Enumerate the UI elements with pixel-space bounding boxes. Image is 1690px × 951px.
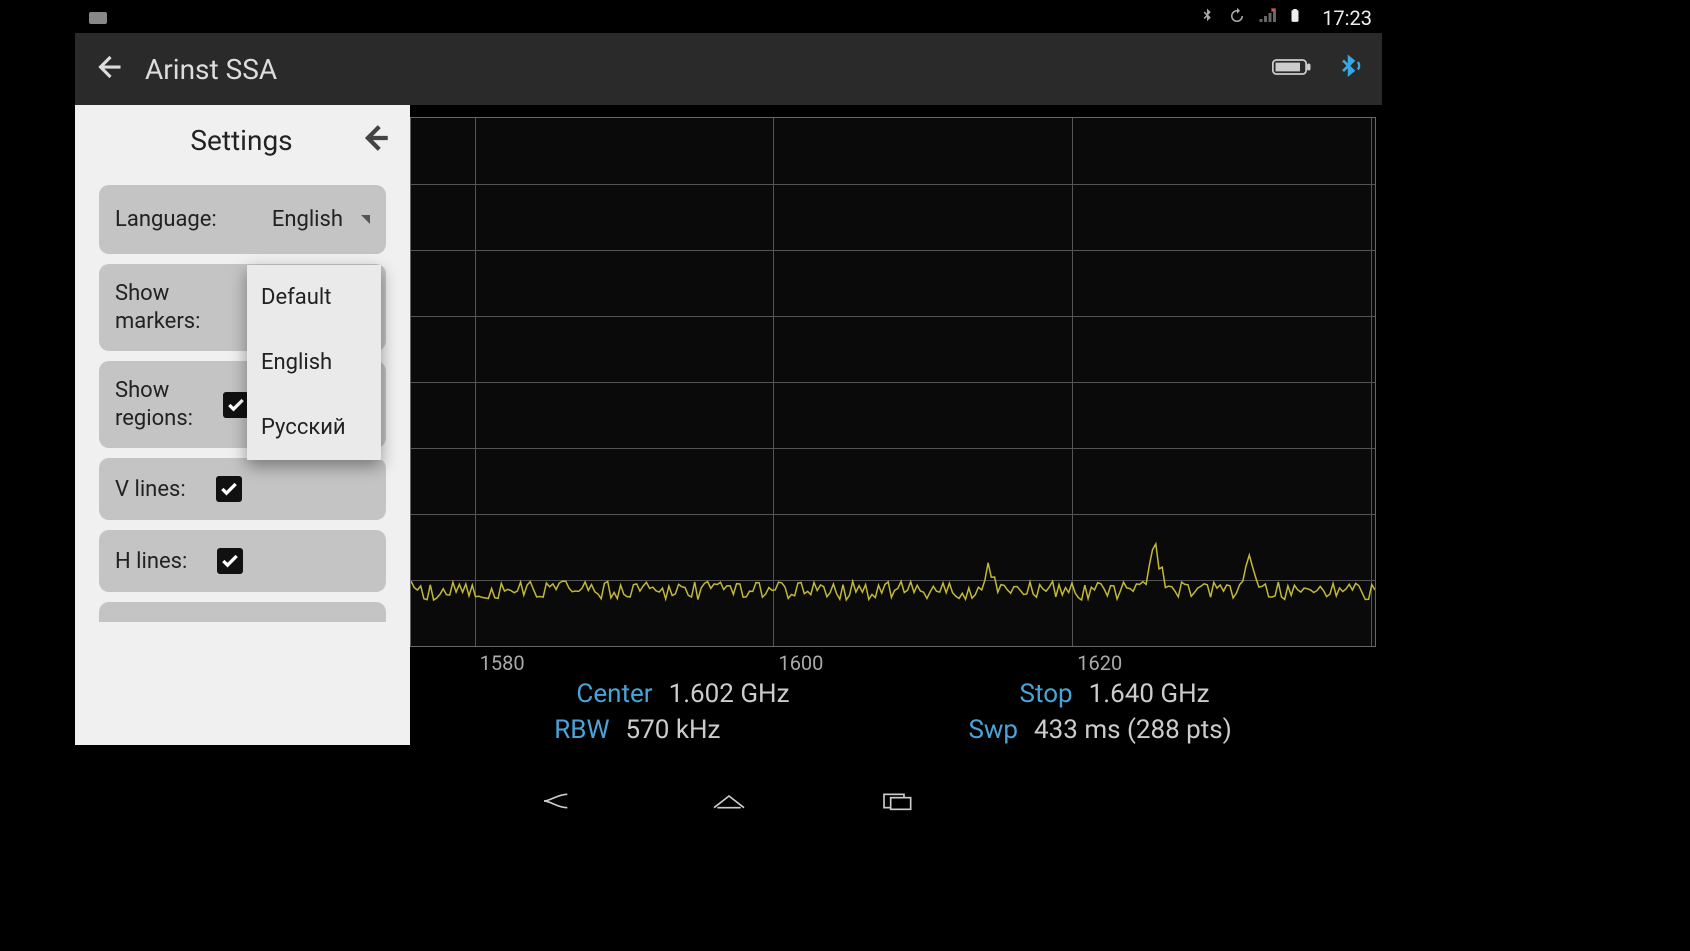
h-lines-label: H lines: xyxy=(115,549,187,574)
v-lines-row[interactable]: V lines: xyxy=(99,458,386,520)
rotation-lock-icon xyxy=(1228,7,1246,29)
back-arrow-icon[interactable] xyxy=(93,52,123,86)
center-val: 1.602 GHz xyxy=(669,679,790,709)
bluetooth-icon xyxy=(1198,7,1216,29)
x-tick-label: 1620 xyxy=(1077,651,1122,675)
rbw-key: RBW xyxy=(554,715,609,745)
dropdown-caret-icon xyxy=(361,215,370,224)
app-title: Arinst SSA xyxy=(145,53,277,86)
language-value: English xyxy=(272,207,343,232)
show-regions-checkbox[interactable] xyxy=(223,392,249,418)
swp-key: Swp xyxy=(968,715,1018,745)
x-tick-label: 1580 xyxy=(480,651,525,675)
x-tick-label: 1600 xyxy=(778,651,823,675)
dropdown-option-default[interactable]: Default xyxy=(247,265,381,330)
device-screen: 17:23 Arinst SSA xyxy=(75,3,1382,819)
content-area: Settings Language: English Show markers:… xyxy=(75,105,1382,787)
v-lines-checkbox[interactable] xyxy=(216,476,242,502)
nav-home-icon[interactable] xyxy=(709,789,749,817)
settings-header: Settings xyxy=(75,105,410,175)
center-key: Center xyxy=(576,679,652,709)
battery-horiz-icon xyxy=(1272,55,1314,83)
statusbar-clock: 17:23 xyxy=(1322,6,1372,30)
settings-title: Settings xyxy=(125,124,358,157)
spectrum-chart[interactable] xyxy=(410,117,1376,647)
stop-key: Stop xyxy=(1020,679,1073,709)
language-dropdown: Default English Русский xyxy=(247,265,381,460)
rbw-val: 570 kHz xyxy=(626,715,721,745)
chart-x-labels: 1580 1600 1620 xyxy=(410,651,1376,677)
dropdown-option-russian[interactable]: Русский xyxy=(247,395,381,460)
show-markers-label: Show markers: xyxy=(115,280,200,335)
language-row[interactable]: Language: English xyxy=(99,185,386,254)
android-statusbar: 17:23 xyxy=(75,3,1382,33)
language-label: Language: xyxy=(115,207,217,232)
battery-icon xyxy=(1288,6,1302,30)
v-lines-label: V lines: xyxy=(115,477,186,502)
nav-recents-icon[interactable] xyxy=(879,789,919,817)
dropdown-option-english[interactable]: English xyxy=(247,330,381,395)
chart-readout-row-1: Center 1.602 GHz Stop 1.640 GHz xyxy=(410,679,1376,709)
bluetooth-connected-icon[interactable] xyxy=(1334,52,1364,86)
settings-back-icon[interactable] xyxy=(358,121,392,159)
show-regions-label: Show regions: xyxy=(115,377,193,432)
swp-val: 433 ms (288 pts) xyxy=(1034,715,1232,745)
cell-signal-icon xyxy=(1258,7,1276,29)
nav-back-icon[interactable] xyxy=(539,789,579,817)
android-navbar xyxy=(75,787,1382,819)
h-lines-row[interactable]: H lines: xyxy=(99,530,386,592)
recording-icon xyxy=(89,12,107,24)
app-bar: Arinst SSA xyxy=(75,33,1382,105)
next-row-cutoff xyxy=(99,602,386,622)
stop-val: 1.640 GHz xyxy=(1089,679,1210,709)
chart-readout-row-2: RBW 570 kHz Swp 433 ms (288 pts) xyxy=(410,715,1376,745)
h-lines-checkbox[interactable] xyxy=(217,548,243,574)
